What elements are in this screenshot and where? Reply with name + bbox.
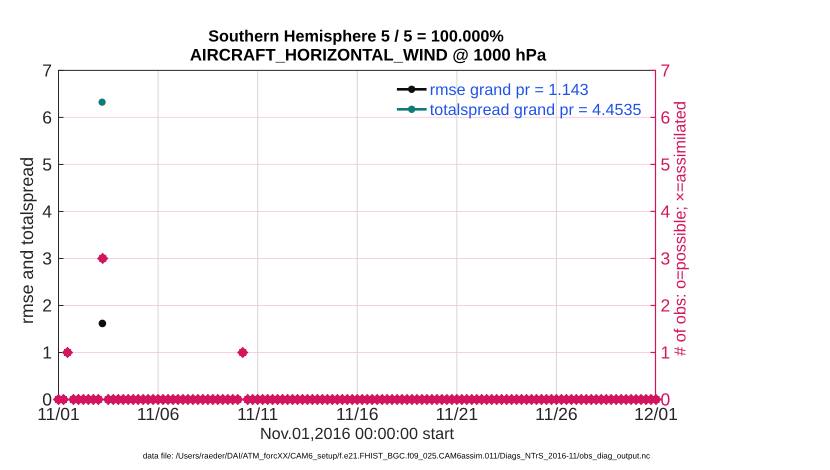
svg-text:7: 7 [661, 61, 671, 81]
svg-text:3: 3 [661, 249, 671, 269]
svg-text:Southern Hemisphere 5 / 5 = 10: Southern Hemisphere 5 / 5 = 100.000% [208, 28, 504, 46]
svg-text:rmse grand pr = 1.143: rmse grand pr = 1.143 [430, 81, 589, 99]
svg-text:1: 1 [661, 343, 671, 363]
svg-text:11/21: 11/21 [436, 404, 479, 424]
svg-text:1: 1 [42, 343, 52, 363]
svg-text:5: 5 [661, 155, 671, 175]
svg-text:12/01: 12/01 [634, 404, 678, 424]
svg-text:AIRCRAFT_HORIZONTAL_WIND @ 100: AIRCRAFT_HORIZONTAL_WIND @ 1000 hPa [190, 46, 547, 65]
svg-text:6: 6 [42, 108, 52, 128]
svg-text:Nov.01,2016 00:00:00 start: Nov.01,2016 00:00:00 start [260, 425, 455, 443]
svg-text:data file: /Users/raeder/DAI/A: data file: /Users/raeder/DAI/ATM_forcXX/… [143, 452, 650, 461]
svg-text:5: 5 [42, 155, 52, 175]
svg-text:7: 7 [42, 61, 52, 81]
svg-text:3: 3 [42, 249, 52, 269]
svg-text:0: 0 [42, 390, 52, 410]
svg-text:0: 0 [661, 390, 671, 410]
svg-text:11/16: 11/16 [336, 404, 379, 424]
svg-text:11/06: 11/06 [137, 404, 180, 424]
svg-text:2: 2 [42, 296, 52, 316]
svg-text:4: 4 [42, 202, 52, 222]
svg-text:11/01: 11/01 [37, 404, 80, 424]
svg-text:# of obs: o=possible; ×=assimi: # of obs: o=possible; ×=assimilated [672, 101, 690, 356]
svg-text:rmse and totalspread: rmse and totalspread [17, 157, 37, 324]
svg-text:4: 4 [661, 202, 671, 222]
svg-text:11/11: 11/11 [237, 404, 278, 424]
svg-text:2: 2 [661, 296, 671, 316]
svg-text:11/26: 11/26 [535, 404, 578, 424]
svg-text:6: 6 [661, 108, 671, 128]
svg-text:totalspread grand pr = 4.4535: totalspread grand pr = 4.4535 [430, 101, 642, 119]
